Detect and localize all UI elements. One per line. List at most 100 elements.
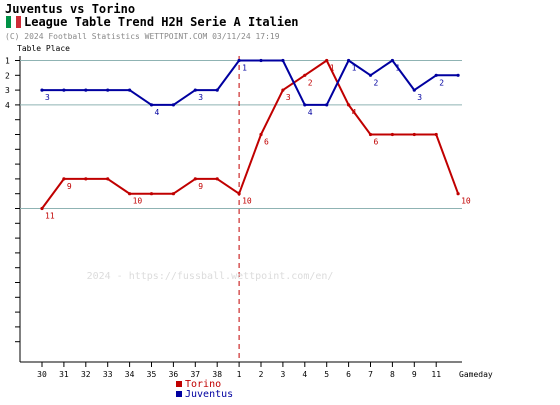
x-tick-label: 32 <box>81 370 91 379</box>
data-label: 2 <box>308 78 313 87</box>
data-label: 3 <box>286 93 291 102</box>
x-tick-label: 4 <box>302 370 307 379</box>
data-point <box>215 88 219 92</box>
data-label: 6 <box>264 138 269 147</box>
x-tick-label: 8 <box>390 370 395 379</box>
watermark: 2024 - https://fussball.wettpoint.com/en… <box>87 271 334 282</box>
x-axis-title: Gameday <box>459 370 493 379</box>
data-point <box>281 88 285 92</box>
data-point <box>149 192 154 196</box>
data-point <box>62 88 66 92</box>
x-tick-label: 7 <box>368 370 373 379</box>
x-tick-label: 37 <box>190 370 200 379</box>
data-point <box>325 58 329 63</box>
data-label: 9 <box>198 182 203 191</box>
data-point <box>237 58 241 63</box>
x-tick-label: 6 <box>346 370 351 379</box>
x-tick-label: 9 <box>412 370 417 379</box>
data-point <box>368 132 373 137</box>
data-label: 3 <box>198 93 203 102</box>
data-point <box>390 132 394 137</box>
data-point <box>347 58 351 63</box>
data-label: 2 <box>439 78 444 87</box>
x-tick-label: 30 <box>37 370 47 379</box>
data-point <box>281 58 285 63</box>
data-point <box>40 206 44 211</box>
x-tick-label: 35 <box>147 370 157 379</box>
data-point <box>456 73 460 77</box>
y-tick-label: 1 <box>5 57 10 66</box>
data-point <box>412 88 416 92</box>
data-point <box>303 103 307 107</box>
x-tick-label: 2 <box>259 370 264 379</box>
x-tick-label: 1 <box>237 370 242 379</box>
data-point <box>84 177 88 181</box>
legend-label: Torino <box>185 379 221 390</box>
x-tick-label: 11 <box>431 370 441 379</box>
data-point <box>171 103 175 107</box>
data-label: 10 <box>242 197 252 206</box>
data-point <box>40 88 44 92</box>
x-tick-label: 5 <box>324 370 329 379</box>
data-label: 2 <box>374 78 379 87</box>
data-label: 11 <box>45 212 55 221</box>
data-label: 4 <box>155 108 160 117</box>
data-point <box>434 73 438 77</box>
data-point <box>128 88 132 92</box>
data-point <box>434 132 438 137</box>
data-label: 10 <box>133 197 143 206</box>
data-point <box>259 58 263 63</box>
legend-swatch <box>176 391 182 397</box>
data-point <box>193 177 197 181</box>
x-tick-label: 38 <box>212 370 222 379</box>
data-point <box>456 192 460 196</box>
data-point <box>128 192 132 196</box>
data-point <box>149 103 154 107</box>
data-point <box>62 177 66 181</box>
data-label: 1 <box>395 64 400 73</box>
legend-label: Juventus <box>185 389 233 400</box>
legend-swatch <box>176 381 182 387</box>
data-point <box>390 58 394 63</box>
data-point <box>84 88 88 92</box>
data-label: 6 <box>374 138 379 147</box>
x-tick-label: 33 <box>103 370 113 379</box>
italy-flag-icon <box>6 16 21 28</box>
y-tick-label: 4 <box>5 101 10 110</box>
data-label: 3 <box>417 93 422 102</box>
data-label: 1 <box>352 64 357 73</box>
match-title: Juventus vs Torino <box>5 2 135 16</box>
data-point <box>106 177 110 181</box>
series-juventus: 3 4 3 1 4 1 2 1 3 2 <box>40 58 460 117</box>
data-point <box>303 73 307 77</box>
data-label: 3 <box>45 93 50 102</box>
data-point <box>106 88 110 92</box>
series-line <box>42 59 459 106</box>
data-label: 9 <box>67 182 72 191</box>
x-tick-label: 34 <box>125 370 135 379</box>
data-label: 10 <box>461 197 471 206</box>
data-point <box>347 103 351 107</box>
x-tick-label: 31 <box>59 370 69 379</box>
copyright-note: (C) 2024 Football Statistics WETTPOINT.C… <box>5 32 280 41</box>
data-point <box>412 132 416 137</box>
data-point <box>171 192 175 196</box>
y-tick-label: 2 <box>5 71 10 80</box>
data-point <box>325 103 329 107</box>
data-label: 1 <box>330 64 335 73</box>
y-axis-title: Table Place <box>17 44 70 53</box>
data-label: 4 <box>352 108 357 117</box>
series-line <box>41 59 460 210</box>
data-point <box>368 73 373 77</box>
chart-title: League Table Trend H2H Serie A Italien <box>24 15 299 29</box>
data-point <box>259 132 263 137</box>
data-label: 1 <box>242 64 247 73</box>
data-point <box>215 177 219 181</box>
x-tick-label: 3 <box>280 370 285 379</box>
y-tick-label: 3 <box>5 86 10 95</box>
data-point <box>193 88 197 92</box>
data-point <box>237 192 241 196</box>
